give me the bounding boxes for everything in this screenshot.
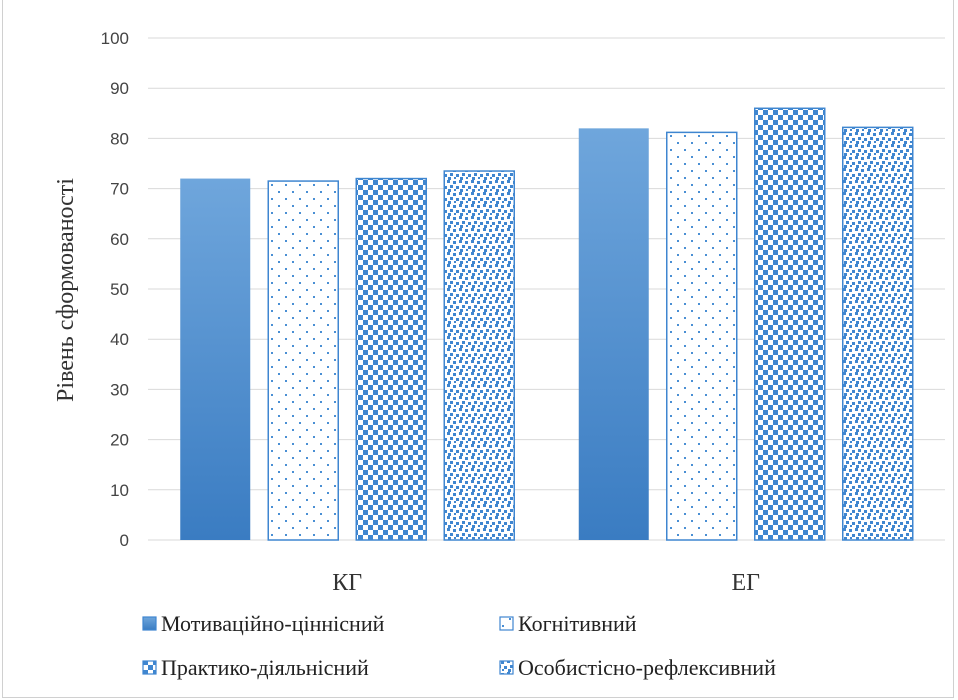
legend-label: Мотиваційно-ціннісний — [161, 611, 385, 636]
y-tick-label: 80 — [110, 129, 129, 148]
y-tick-label: 100 — [101, 29, 129, 48]
x-tick-label: КГ — [332, 570, 362, 596]
y-tick-label: 60 — [110, 230, 129, 249]
y-tick-label: 0 — [120, 531, 129, 550]
bar-1-3 — [842, 126, 914, 541]
y-tick-label: 20 — [110, 431, 129, 450]
y-tick-label: 10 — [110, 481, 129, 500]
x-tick-label: ЕГ — [731, 570, 760, 596]
legend-swatch — [142, 616, 157, 631]
y-tick-label: 40 — [110, 330, 129, 349]
y-tick-label: 90 — [110, 79, 129, 98]
y-axis-ticks: 0 10 20 30 40 50 60 70 80 90 100 — [101, 29, 129, 550]
bar-1-1 — [666, 131, 738, 541]
bars — [180, 107, 914, 541]
x-axis-labels: КГ ЕГ — [332, 570, 760, 596]
y-axis-title: Рівень сформованості — [53, 178, 79, 402]
bar-0-0 — [180, 178, 251, 540]
y-tick-label: 70 — [110, 180, 129, 199]
bar-chart: 0 10 20 30 40 50 60 70 80 90 100 КГ ЕГ Рівень сформ… — [53, 29, 945, 680]
bar-1-2 — [754, 107, 826, 541]
legend-label: Практико-діяльнісний — [161, 655, 369, 680]
legend-swatch — [499, 616, 514, 631]
legend: Мотиваційно-ціннісний Когнітивний Практико… — [142, 611, 776, 680]
bar-0-2 — [355, 177, 427, 541]
bar-1-0 — [578, 128, 649, 541]
legend-label: Особистісно-рефлексивний — [518, 655, 776, 680]
legend-swatch — [499, 660, 514, 675]
bar-0-1 — [267, 180, 339, 541]
y-tick-label: 30 — [110, 380, 129, 399]
legend-label: Когнітивний — [518, 611, 637, 636]
bar-0-3 — [443, 170, 515, 541]
legend-swatch — [142, 660, 157, 675]
y-tick-label: 50 — [110, 280, 129, 299]
